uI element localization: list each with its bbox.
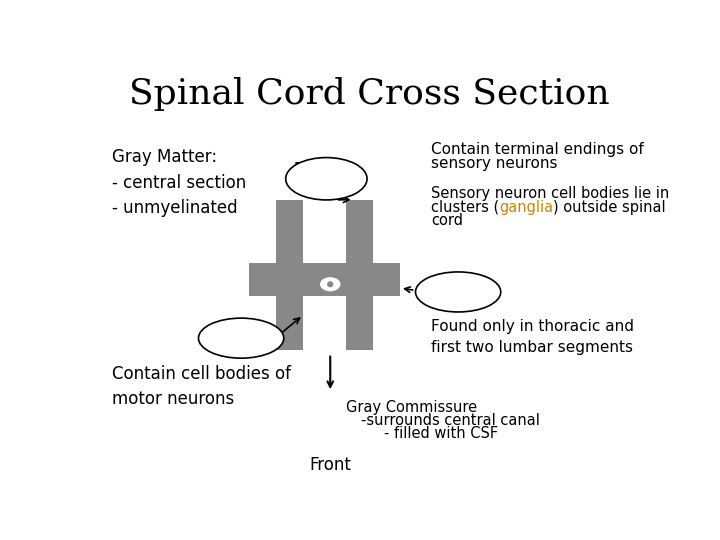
Text: sensory neurons: sensory neurons — [431, 156, 557, 171]
Text: Spinal Cord Cross Section: Spinal Cord Cross Section — [129, 77, 609, 111]
Text: - filled with CSF: - filled with CSF — [384, 426, 499, 441]
Text: Sensory neuron cell bodies lie in: Sensory neuron cell bodies lie in — [431, 186, 670, 201]
Text: Front: Front — [310, 456, 351, 474]
Text: Posterior
Horn: Posterior Horn — [294, 162, 359, 195]
Ellipse shape — [415, 272, 500, 312]
Text: Contain terminal endings of: Contain terminal endings of — [431, 142, 644, 157]
Ellipse shape — [286, 158, 367, 200]
Text: Found only in thoracic and
first two lumbar segments: Found only in thoracic and first two lum… — [431, 319, 634, 355]
Text: Gray Matter:
- central section
- unmyelinated: Gray Matter: - central section - unmyeli… — [112, 148, 246, 218]
Text: ) outside spinal: ) outside spinal — [554, 200, 666, 214]
Circle shape — [327, 281, 333, 287]
Ellipse shape — [319, 276, 342, 293]
Bar — [276, 200, 303, 350]
Text: clusters (: clusters ( — [431, 200, 499, 214]
Text: -surrounds central canal: -surrounds central canal — [361, 413, 540, 428]
Bar — [249, 264, 400, 296]
Ellipse shape — [199, 318, 284, 358]
Text: cord: cord — [431, 213, 463, 228]
Text: Lateral
Horn: Lateral Horn — [433, 275, 484, 309]
Text: ganglia: ganglia — [499, 200, 554, 214]
Text: Gray Commissure: Gray Commissure — [346, 400, 477, 415]
Text: Anterior
Horn: Anterior Horn — [212, 321, 271, 355]
Bar — [346, 200, 373, 350]
Text: Contain cell bodies of
motor neurons: Contain cell bodies of motor neurons — [112, 365, 291, 408]
